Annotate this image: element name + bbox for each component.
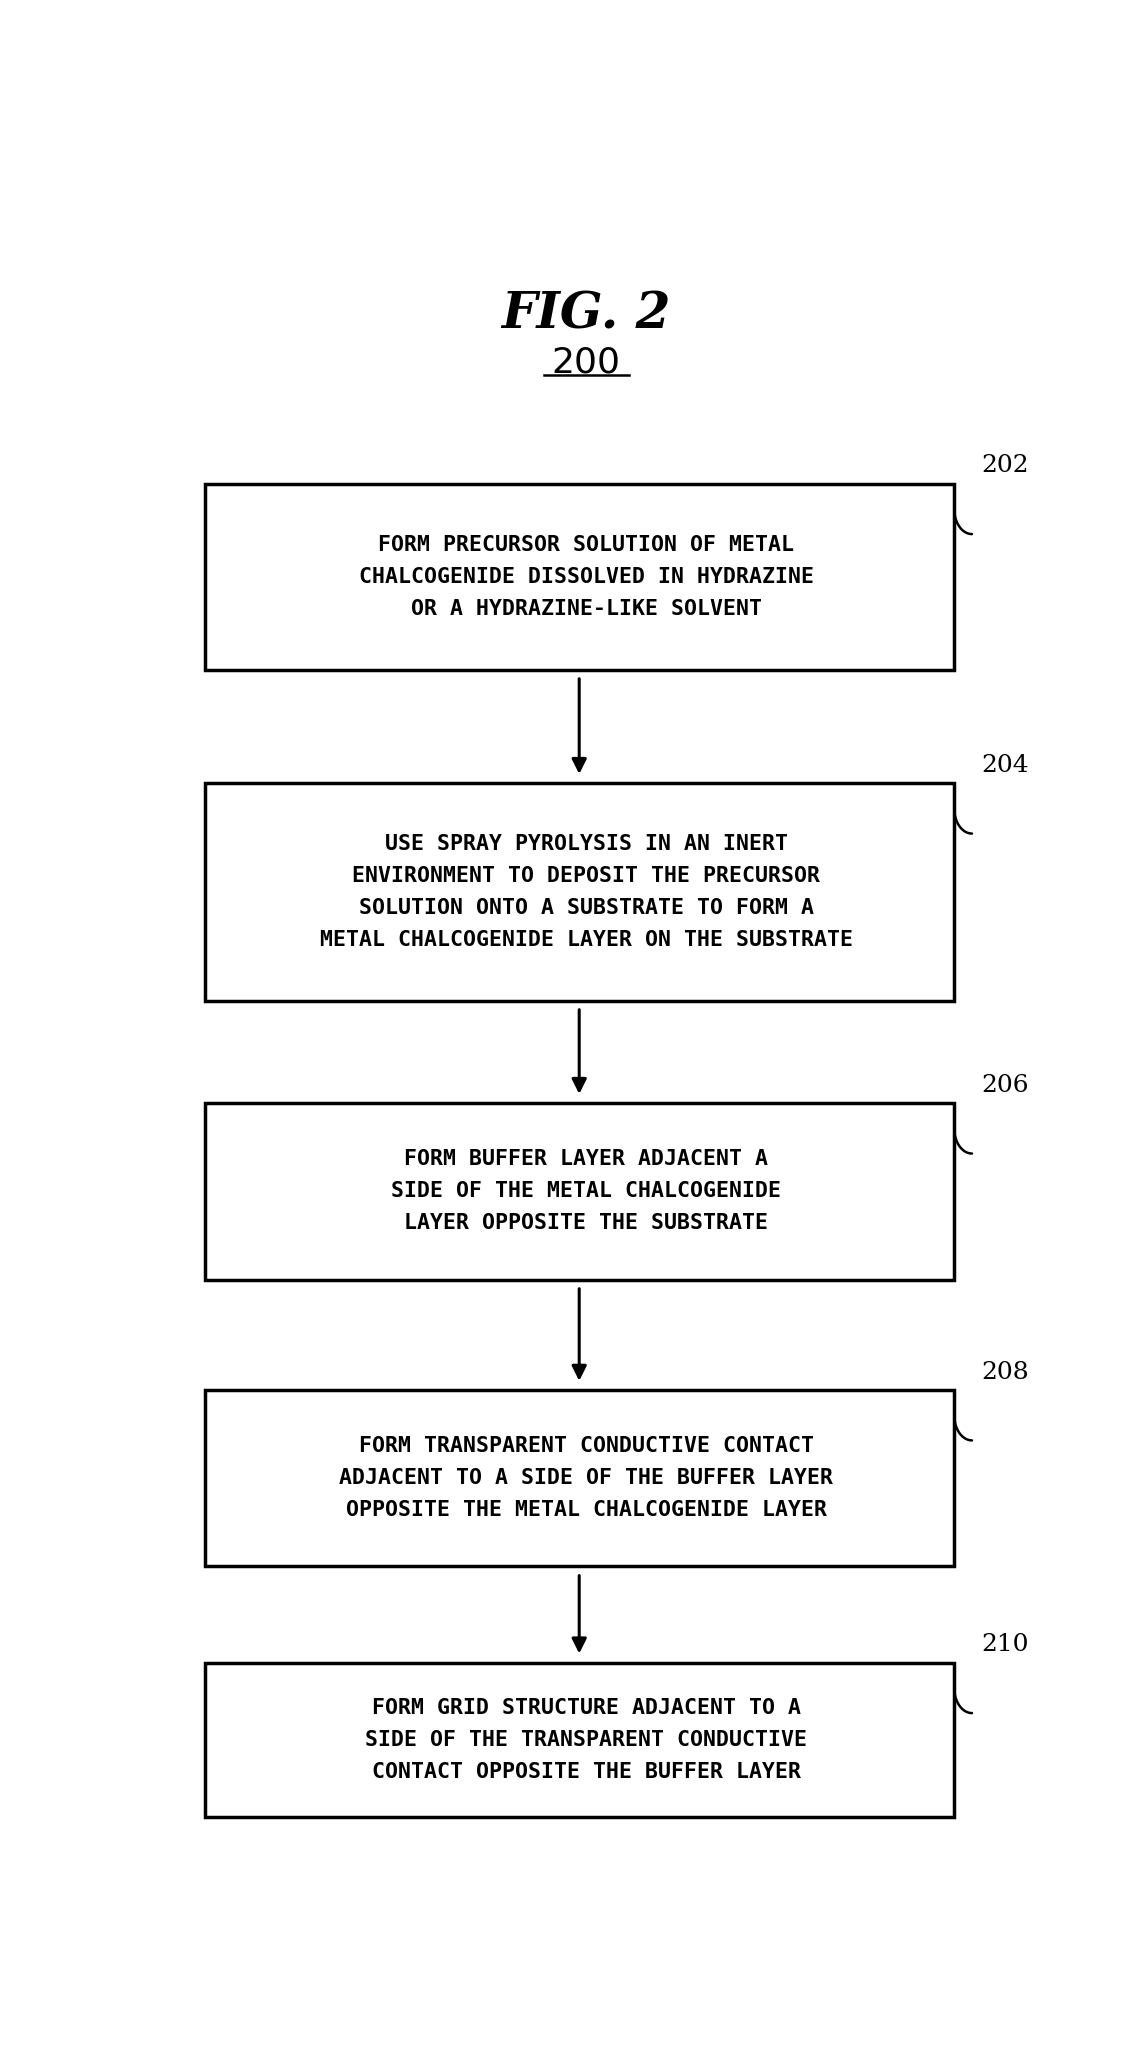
Text: FORM TRANSPARENT CONDUCTIVE CONTACT
ADJACENT TO A SIDE OF THE BUFFER LAYER
OPPOS: FORM TRANSPARENT CONDUCTIVE CONTACT ADJA…	[340, 1437, 833, 1521]
Bar	[205, 784, 954, 1001]
Text: 208: 208	[980, 1361, 1028, 1384]
Text: 204: 204	[980, 753, 1028, 776]
Text: 200: 200	[551, 346, 621, 379]
Text: FORM PRECURSOR SOLUTION OF METAL
CHALCOGENIDE DISSOLVED IN HYDRAZINE
OR A HYDRAZ: FORM PRECURSOR SOLUTION OF METAL CHALCOG…	[359, 534, 813, 618]
Bar	[205, 1390, 954, 1566]
Text: USE SPRAY PYROLYSIS IN AN INERT
ENVIRONMENT TO DEPOSIT THE PRECURSOR
SOLUTION ON: USE SPRAY PYROLYSIS IN AN INERT ENVIRONM…	[320, 833, 852, 950]
Text: FORM GRID STRUCTURE ADJACENT TO A
SIDE OF THE TRANSPARENT CONDUCTIVE
CONTACT OPP: FORM GRID STRUCTURE ADJACENT TO A SIDE O…	[365, 1697, 808, 1781]
Text: 202: 202	[980, 454, 1028, 477]
Text: 210: 210	[980, 1634, 1028, 1656]
Bar	[205, 1103, 954, 1279]
Bar	[205, 483, 954, 669]
Text: FORM BUFFER LAYER ADJACENT A
SIDE OF THE METAL CHALCOGENIDE
LAYER OPPOSITE THE S: FORM BUFFER LAYER ADJACENT A SIDE OF THE…	[391, 1148, 781, 1234]
Text: 206: 206	[980, 1075, 1028, 1097]
Text: FIG. 2: FIG. 2	[501, 291, 672, 340]
Bar	[205, 1662, 954, 1818]
